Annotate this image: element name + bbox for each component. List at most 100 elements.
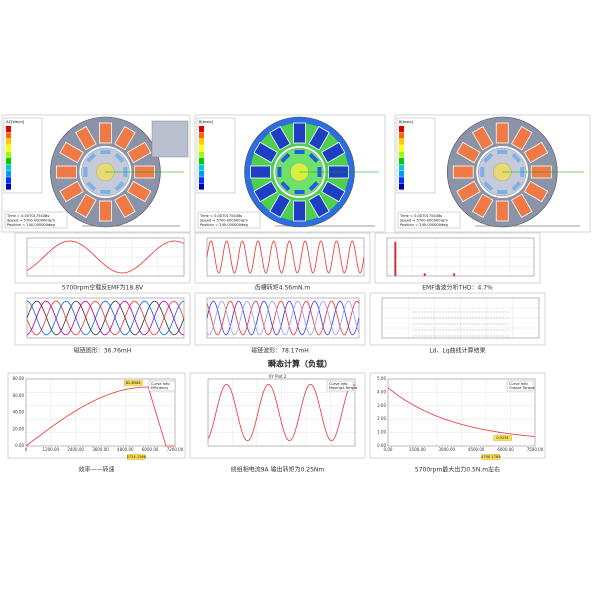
x-tick-label: 4500.00 [468,447,485,452]
emf-curve [26,240,185,274]
slot [114,126,136,151]
magnet [86,152,97,163]
legend-label: Curve Info [329,382,348,386]
legend-swatch [199,132,204,139]
y-tick-label: 1.00 [377,430,386,435]
magnet [86,181,97,192]
y-tick-label: 0.00 [377,443,386,448]
info-text: Speed = 5700.000000rpm [400,219,448,223]
magnet [114,181,125,192]
magnet [511,181,522,192]
result-curve [207,383,356,442]
x-tick-label: 6000.00 [142,447,159,452]
magnet [511,152,522,163]
result-curve [25,386,175,447]
info-text: Position = 240.000000deg [400,223,448,227]
legend-swatch [199,145,204,152]
x-tick-label: 1200.00 [43,447,60,452]
info-box [197,211,261,229]
legend-label: Efficiency [151,386,169,390]
info-text: Position = 240.000000deg [7,223,55,227]
slot [269,126,291,151]
legend-swatch [6,170,11,177]
plot-area [386,237,535,277]
caption: 5700rpm空载反EMF为18.8V [62,284,144,292]
chart-title: XY Plot 2 [269,374,287,379]
slot [511,126,533,151]
y-tick-label: 3.00 [377,403,386,408]
legend-swatch [199,170,204,177]
plot-panel [14,232,191,284]
harmonic-bar [423,273,426,276]
slot [321,141,346,164]
magnet [114,152,125,163]
slot [250,165,271,179]
caption: 效率——转速 [78,466,114,474]
slot [114,193,136,218]
cogging-curve [206,240,365,274]
y-tick-label: 40.00 [13,410,25,415]
caption: EMF谐波分析THD：4.7% [422,284,493,292]
callout-box [127,454,146,460]
slot [472,126,494,151]
info-box [397,211,461,229]
plot-area [387,378,536,447]
slot [269,193,291,218]
slot [452,165,474,179]
flux-wave [206,300,360,336]
legend-swatch [199,151,204,158]
legend-swatch [199,138,204,145]
legend-label: Curve Info [151,382,170,386]
legend-swatch [6,132,11,139]
x-tick-label: 2400.00 [67,447,84,452]
section-title: 瞬态计算（负载） [268,359,332,369]
flux-wave [206,300,360,336]
slot [472,193,494,218]
legend-swatch [6,126,11,132]
legend-swatch [399,170,404,177]
plot-area [26,237,185,277]
y-tick-label: 2.00 [377,416,386,421]
x-tick-label: 7200.00 [167,447,184,452]
magnet [483,152,494,163]
slot [253,180,278,203]
info-text: Speed = 5700.000000rpm [7,219,55,223]
magnet [280,181,291,192]
caption: 磁链波形：78.17mH [251,347,309,355]
slot [523,141,549,164]
info-text: Time = 0.0070175438s [199,214,242,218]
magnet [497,190,508,194]
plot-panel [194,292,366,346]
legend-swatch [399,158,404,164]
slot [321,180,346,203]
callout-label: 82.8564 [126,381,142,385]
legend-swatch [399,145,404,152]
slot [456,180,481,203]
y-tick-label: 0.00 [15,443,24,448]
magnet [83,167,88,177]
legend-swatch [6,183,11,190]
info-text: Speed = 5700.000000rpm [200,219,248,223]
harmonic-bar [453,273,456,276]
legend-swatch [6,145,11,152]
plot-area [381,297,540,339]
y-tick-label: 80.00 [13,376,25,381]
magnet [100,190,111,194]
legend-swatch [399,177,404,184]
magnet [308,152,319,163]
x-tick-label: 0 [25,447,28,452]
legend-swatch [399,151,404,158]
caption: 绕组相电流9A 输出转矩为0.25Nm [231,466,325,474]
plot-panel [374,232,541,284]
slot [59,141,84,164]
callout-label: 5724.1266 [127,455,147,459]
magnet [100,150,111,154]
plot-area [25,378,176,447]
slot [293,122,306,144]
legend-swatch [6,177,11,184]
legend-swatch [399,138,404,145]
x-tick-label: 0.00 [384,447,393,452]
slot [456,141,481,164]
magnet [480,167,485,177]
legend-swatch [399,126,404,132]
